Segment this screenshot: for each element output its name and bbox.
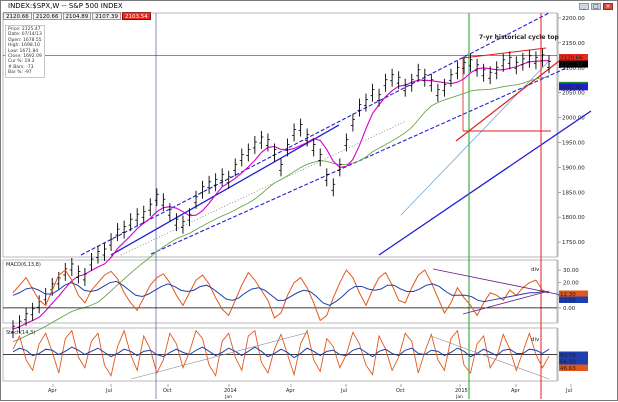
price-label: 2120.66 (560, 55, 583, 61)
quote-value: 2120.66 (3, 12, 32, 20)
x-tick-label: Oct (396, 388, 405, 394)
x-sub-label: Jan (224, 394, 232, 400)
x-tick-label: Jul (340, 388, 347, 394)
trendline-upper (80, 12, 550, 256)
window-title: INDEX:$SPX,W -- S&P 500 INDEX (8, 2, 123, 10)
y-tick-label: 1800.00 (562, 215, 585, 221)
quote-value: 2104.89 (62, 12, 92, 20)
stoch-div-label: div (531, 337, 540, 343)
minimize-button[interactable]: _ (579, 3, 589, 10)
moving-average-fast (12, 60, 550, 330)
trendline-dotted (120, 120, 407, 256)
quote-value: 2120.66 (32, 12, 62, 20)
cycle-wedge (455, 57, 564, 142)
info-line: Low: 1671.84 (8, 48, 39, 54)
price-label: 2061.66 (560, 85, 583, 91)
y-tick-label: 2200.00 (562, 16, 585, 22)
info-line: Price: 2125.47 (8, 27, 41, 32)
stoch-value-label: 64.50 (560, 360, 576, 366)
title-bar[interactable]: INDEX:$SPX,W -- S&P 500 INDEX _ □ × (2, 2, 616, 11)
quote-value-last: 2103.54 (122, 12, 151, 20)
macd-value-label: 12.69 (560, 298, 576, 304)
info-line: Cur %: 19.3 (8, 59, 35, 65)
macd-divergence-lower (462, 290, 550, 315)
cycle-top-line (462, 47, 547, 59)
y-tick-label: 1950.00 (562, 140, 585, 146)
price-label: 2107.39 (560, 62, 583, 68)
macd-y-tick-label: 30.00 (563, 268, 579, 274)
macd-div-label: div (531, 267, 540, 273)
x-sub-label: Jan (455, 394, 463, 400)
y-tick-label: 1750.00 (562, 240, 585, 246)
close-button[interactable]: × (603, 3, 613, 10)
stoch-trendline-2 (430, 335, 550, 380)
y-tick-label: 2000.00 (562, 116, 585, 122)
x-tick-label: Jul (105, 388, 112, 394)
macd-title: MACD(6,13,8) (6, 262, 41, 268)
info-line: High: 1698.10 (8, 43, 40, 49)
cycle-top-label: 7-yr historical cycle top (479, 34, 560, 41)
quote-value: 2107.39 (92, 12, 121, 20)
stoch-value-box (559, 351, 588, 358)
info-line: Open: 1678.55 (8, 37, 42, 43)
moving-average-slow (12, 76, 550, 343)
y-tick-label: 1900.00 (562, 165, 585, 171)
stoch-title: Stoch(14,3) (6, 330, 35, 336)
price-label-box (559, 60, 588, 68)
trendline-light (400, 60, 550, 216)
x-tick-label: Oct (163, 388, 172, 394)
macd-divergence-upper (432, 268, 577, 299)
y-tick-label: 2100.00 (562, 66, 585, 72)
info-line: Bar %: -97 (8, 70, 32, 76)
macd-value-label: 12.30 (560, 292, 576, 298)
x-tick-label: 2014 (224, 388, 237, 394)
stoch-d-line (12, 346, 550, 359)
price-label-box (559, 53, 588, 61)
info-line: Date: 07/14/13 (8, 32, 42, 38)
macd-value-box (559, 290, 588, 297)
panel-border-1 (2, 259, 558, 324)
x-tick-label: Apr (286, 388, 296, 394)
price-label-box (559, 83, 588, 91)
trendline-upper-solid (110, 124, 340, 256)
panel-border-0 (2, 12, 558, 258)
y-tick-label: 2050.00 (562, 91, 585, 97)
x-tick-label: Apr (48, 388, 58, 394)
info-line: Close: 1692.09 (8, 54, 42, 60)
stoch-value-label: 46.63 (560, 366, 576, 372)
y-tick-label: 1850.00 (562, 190, 585, 196)
stoch-trendline (130, 332, 307, 380)
stoch-value-label: 60.59 (560, 353, 576, 359)
signal-line (12, 280, 550, 306)
stoch-k-line (12, 329, 550, 377)
info-line: # Bars: -73 (8, 64, 34, 70)
stoch-value-box (559, 364, 588, 371)
macd-y-tick-label: 0.00 (563, 306, 576, 312)
info-panel: Price: 2125.47 Date: 07/14/13 Open: 1678… (5, 25, 45, 78)
macd-line (12, 269, 550, 322)
x-tick-label: Apr (511, 388, 521, 394)
stoch-value-box (559, 358, 588, 365)
macd-y-tick-label: 20.00 (563, 281, 579, 287)
x-tick-label: 2015 (455, 388, 468, 394)
quote-bar: 2120.66 2120.66 2104.89 2107.39 2103.54 (3, 12, 151, 20)
x-tick-label: Jul (565, 388, 572, 394)
macd-value-box (559, 296, 588, 303)
y-tick-label: 2150.00 (562, 41, 585, 47)
trendline-lower (378, 110, 592, 256)
maximize-button[interactable]: □ (591, 3, 601, 10)
